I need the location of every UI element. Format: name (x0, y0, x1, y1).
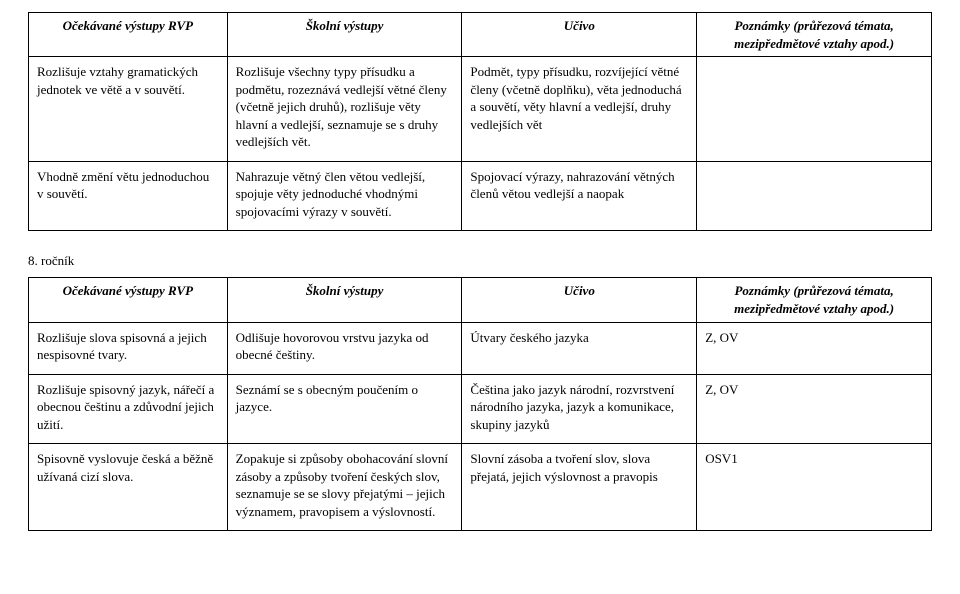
header-cell-c1: Očekávané výstupy RVP (29, 278, 228, 322)
header-cell-c4: Poznámky (průřezová témata, mezipředměto… (697, 13, 932, 57)
table-1-header-row: Očekávané výstupy RVP Školní výstupy Uči… (29, 13, 932, 57)
header-cell-c1: Očekávané výstupy RVP (29, 13, 228, 57)
cell-c4: OSV1 (697, 444, 932, 531)
page: Očekávané výstupy RVP Školní výstupy Uči… (0, 0, 960, 543)
cell-c4: Z, OV (697, 374, 932, 444)
header-cell-c3: Učivo (462, 13, 697, 57)
table-row: Rozlišuje slova spisovná a jejich nespis… (29, 322, 932, 374)
section-heading: 8. ročník (28, 253, 932, 269)
header-cell-c2: Školní výstupy (227, 278, 462, 322)
table-2: Očekávané výstupy RVP Školní výstupy Uči… (28, 277, 932, 531)
cell-c1: Spisovně vyslovuje česká a běžně užívaná… (29, 444, 228, 531)
table-row: Rozlišuje vztahy gramatických jednotek v… (29, 57, 932, 162)
cell-c2: Rozlišuje všechny typy přísudku a podmět… (227, 57, 462, 162)
cell-c1: Rozlišuje slova spisovná a jejich nespis… (29, 322, 228, 374)
cell-c2: Odlišuje hovorovou vrstvu jazyka od obec… (227, 322, 462, 374)
cell-c2: Nahrazuje větný člen větou vedlejší, spo… (227, 161, 462, 231)
table-row: Vhodně změní větu jednoduchou v souvětí.… (29, 161, 932, 231)
header-cell-c4: Poznámky (průřezová témata, mezipředměto… (697, 278, 932, 322)
table-2-header-row: Očekávané výstupy RVP Školní výstupy Uči… (29, 278, 932, 322)
cell-c3: Spojovací výrazy, nahrazování větných čl… (462, 161, 697, 231)
header-cell-c3: Učivo (462, 278, 697, 322)
cell-c4: Z, OV (697, 322, 932, 374)
cell-c4 (697, 57, 932, 162)
table-1: Očekávané výstupy RVP Školní výstupy Uči… (28, 12, 932, 231)
cell-c3: Slovní zásoba a tvoření slov, slova přej… (462, 444, 697, 531)
cell-c1: Rozlišuje spisovný jazyk, nářečí a obecn… (29, 374, 228, 444)
header-cell-c2: Školní výstupy (227, 13, 462, 57)
cell-c1: Vhodně změní větu jednoduchou v souvětí. (29, 161, 228, 231)
cell-c1: Rozlišuje vztahy gramatických jednotek v… (29, 57, 228, 162)
table-row: Rozlišuje spisovný jazyk, nářečí a obecn… (29, 374, 932, 444)
table-row: Spisovně vyslovuje česká a běžně užívaná… (29, 444, 932, 531)
cell-c2: Seznámí se s obecným poučením o jazyce. (227, 374, 462, 444)
cell-c3: Podmět, typy přísudku, rozvíjející větné… (462, 57, 697, 162)
cell-c3: Čeština jako jazyk národní, rozvrstvení … (462, 374, 697, 444)
cell-c3: Útvary českého jazyka (462, 322, 697, 374)
cell-c2: Zopakuje si způsoby obohacování slovní z… (227, 444, 462, 531)
cell-c4 (697, 161, 932, 231)
